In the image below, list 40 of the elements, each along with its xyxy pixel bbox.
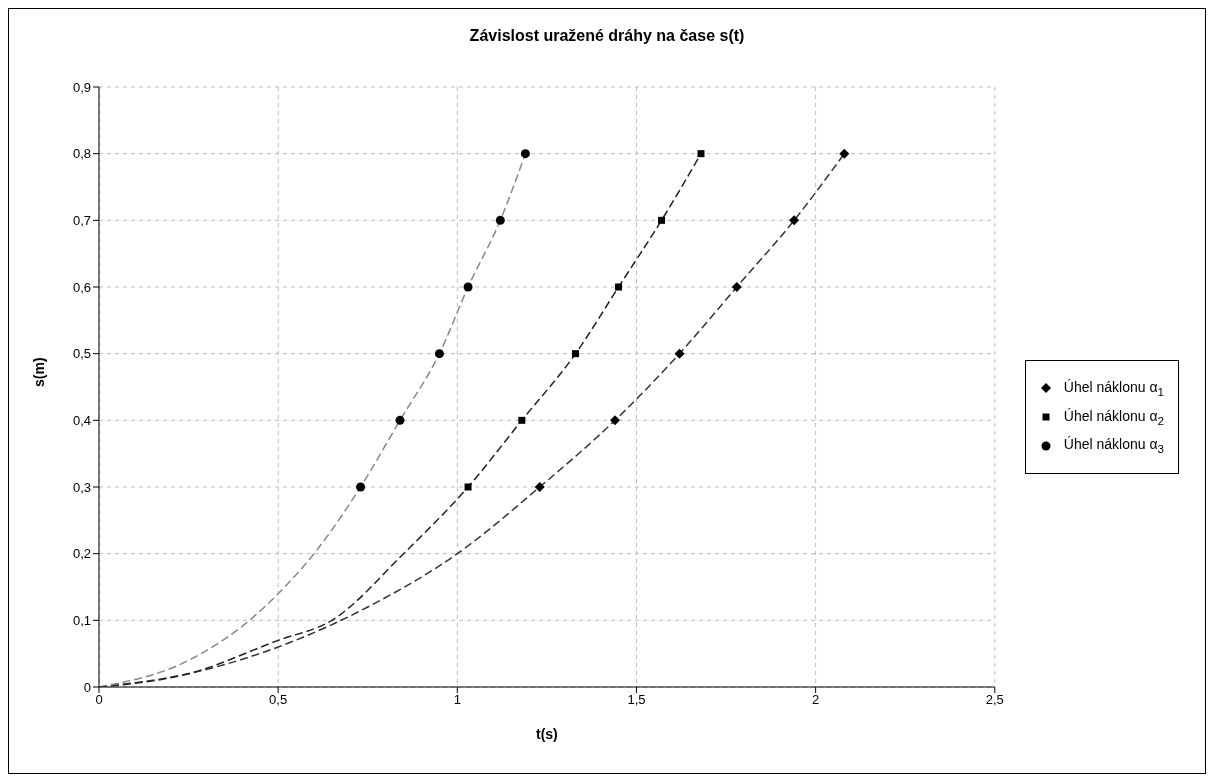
point (434, 349, 444, 359)
chart-title: Závislost uražené dráhy na čase s(t) (468, 26, 746, 46)
x-tick-label: 1,5 (627, 692, 646, 708)
point (839, 148, 850, 159)
point (534, 482, 545, 492)
point (615, 283, 623, 291)
point (463, 282, 473, 292)
y-tick-label: 0,7 (72, 212, 91, 228)
x-tick-label: 1 (453, 692, 461, 708)
point (520, 149, 530, 159)
legend-label: Úhel náklonu α$_{1}$ (1063, 378, 1164, 398)
y-axis-title: s(m) (30, 357, 47, 387)
point (658, 216, 666, 224)
point (674, 348, 685, 359)
point (495, 215, 505, 225)
y-tick-label: 0,2 (72, 546, 91, 562)
y-tick-label: 0,6 (72, 279, 91, 295)
point (518, 416, 526, 424)
y-tick-label: 0,4 (72, 412, 91, 428)
y-tick-label: 0,9 (72, 79, 91, 95)
legend-label: Úhel náklonu α$_{2}$ (1063, 407, 1164, 427)
point (464, 483, 472, 491)
legend-label: Úhel náklonu α$_{3}$ (1063, 436, 1164, 456)
point (572, 350, 580, 358)
point (731, 282, 742, 292)
x-tick-label: 2 (812, 692, 820, 708)
x-tick-label: 2,5 (985, 692, 1004, 708)
x-tick-label: 0,5 (269, 692, 288, 708)
y-tick-label: 0,8 (72, 146, 91, 162)
x-tick-label: 0 (95, 692, 103, 708)
x-axis-title: t(s) (536, 726, 558, 742)
point (789, 215, 800, 226)
y-tick-label: 0 (83, 679, 91, 695)
point (697, 150, 705, 158)
y-tick-label: 0,1 (72, 612, 91, 628)
point (356, 482, 366, 492)
y-tick-label: 0,3 (72, 479, 91, 495)
point (609, 415, 620, 426)
y-tick-label: 0,5 (72, 346, 91, 362)
point (395, 415, 405, 425)
